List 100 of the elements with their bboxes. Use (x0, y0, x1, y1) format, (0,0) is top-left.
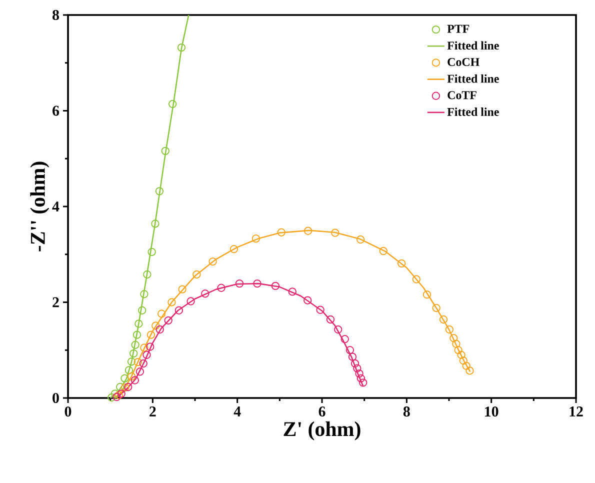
point (164, 316, 172, 325)
point (288, 288, 296, 296)
point (208, 257, 217, 266)
legend-label: Fitted line (447, 108, 499, 116)
point (192, 270, 201, 279)
point (397, 259, 406, 268)
point (131, 340, 140, 349)
legend-label: PTF (447, 24, 470, 33)
point (304, 226, 312, 235)
point (116, 382, 124, 392)
point (130, 349, 138, 358)
legend-label: CoTF (448, 91, 476, 100)
point (353, 364, 362, 372)
point (146, 342, 154, 351)
point (110, 390, 120, 398)
point (178, 285, 186, 294)
legend-label: Fitted line (447, 74, 499, 83)
x-tick-label: 4 (234, 406, 241, 416)
point (134, 358, 142, 366)
point (445, 325, 454, 334)
y-axis-title: -Z'' (ohm) (30, 162, 50, 252)
point (379, 246, 388, 256)
point (253, 279, 262, 288)
point (127, 372, 136, 381)
point (127, 358, 136, 366)
point (316, 306, 324, 314)
y-tick-label: 0 (52, 392, 59, 404)
point (142, 350, 151, 359)
point (457, 350, 466, 359)
y-tick-label: 4 (52, 202, 60, 212)
point (271, 282, 280, 290)
point (130, 376, 139, 384)
point (358, 378, 368, 387)
point (156, 325, 164, 334)
point (157, 310, 166, 318)
point (143, 270, 152, 279)
x-tick-label: 2 (150, 406, 156, 416)
point (277, 228, 286, 236)
point (462, 362, 470, 370)
point (454, 346, 462, 354)
x-tick-label: 8 (403, 406, 410, 417)
x-tick-label: 0 (64, 406, 72, 417)
point (186, 297, 195, 306)
point (459, 356, 468, 365)
point (161, 146, 170, 156)
x-axis-title: Z' (ohm) (284, 421, 360, 440)
point (168, 100, 177, 108)
point (168, 298, 176, 306)
point (304, 296, 312, 304)
point (350, 359, 360, 368)
point (117, 390, 126, 398)
legend-label: CoCH (448, 58, 480, 66)
point (346, 346, 354, 354)
point (177, 43, 186, 52)
point (136, 368, 144, 376)
point (331, 228, 340, 237)
point (139, 359, 148, 368)
point (356, 374, 366, 382)
line-series (110, 14, 190, 399)
point (201, 290, 210, 298)
point (432, 304, 440, 312)
point (140, 290, 148, 298)
y-tick-label: 8 (52, 10, 59, 20)
point (412, 275, 421, 284)
point (132, 330, 142, 339)
point (152, 322, 160, 330)
point (146, 330, 156, 339)
point (134, 320, 143, 328)
point (174, 306, 184, 314)
point (155, 187, 164, 196)
point (217, 284, 226, 292)
legend-label: Fitted line (447, 41, 499, 50)
point (151, 220, 160, 228)
point (452, 340, 460, 348)
x-tick-label: 12 (570, 406, 583, 416)
point (422, 290, 432, 299)
point (121, 383, 130, 392)
point (124, 366, 134, 374)
point (230, 244, 238, 254)
point (355, 369, 364, 378)
point (120, 374, 129, 382)
line-series (116, 282, 364, 399)
point (334, 325, 342, 334)
point (138, 306, 146, 314)
point (108, 393, 116, 402)
point (148, 248, 156, 256)
x-tick-label: 10 (485, 406, 498, 417)
point (252, 234, 260, 243)
point (340, 335, 349, 344)
y-tick-label: 6 (52, 106, 60, 116)
point (466, 366, 474, 375)
point (140, 344, 148, 352)
point (356, 235, 365, 244)
point (326, 315, 335, 324)
point (235, 279, 244, 288)
point (124, 382, 132, 392)
y-tick-label: 2 (52, 297, 59, 308)
point (348, 352, 357, 361)
point (450, 334, 458, 342)
x-tick-label: 6 (318, 406, 326, 417)
